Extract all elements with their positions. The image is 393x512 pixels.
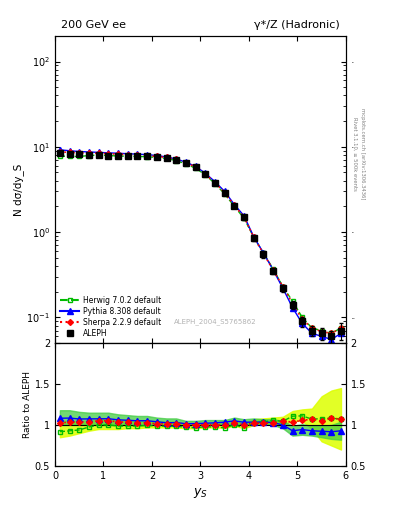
Text: γ*/Z (Hadronic): γ*/Z (Hadronic) <box>254 19 340 30</box>
Text: 200 GeV ee: 200 GeV ee <box>61 19 126 30</box>
Legend: Herwig 7.0.2 default, Pythia 8.308 default, Sherpa 2.2.9 default, ALEPH: Herwig 7.0.2 default, Pythia 8.308 defau… <box>59 294 162 339</box>
X-axis label: $y_S$: $y_S$ <box>193 486 208 500</box>
Y-axis label: Ratio to ALEPH: Ratio to ALEPH <box>23 371 32 438</box>
Text: mcplots.cern.ch [arXiv:1306.3436]: mcplots.cern.ch [arXiv:1306.3436] <box>360 108 365 199</box>
Text: Rivet 3.1.10, ≥ 500k events: Rivet 3.1.10, ≥ 500k events <box>352 117 357 190</box>
Y-axis label: N dσ/dy_S: N dσ/dy_S <box>13 163 24 216</box>
Text: ALEPH_2004_S5765862: ALEPH_2004_S5765862 <box>174 318 256 325</box>
